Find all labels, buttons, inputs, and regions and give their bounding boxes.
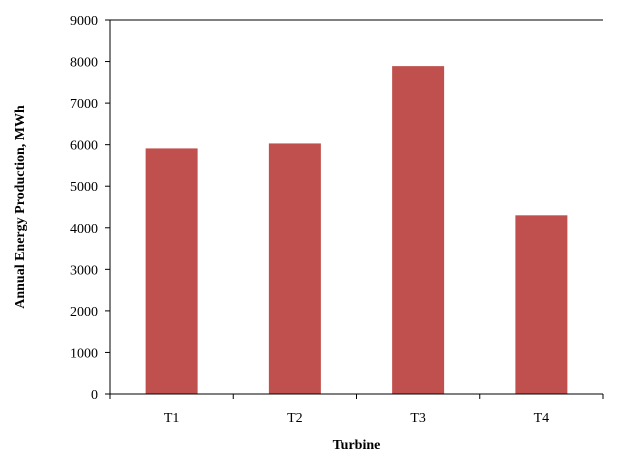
y-tick-label: 7000 [70, 97, 98, 112]
x-axis-ticks: T1 T2 T3 T4 [109, 394, 604, 426]
y-tick-label: 9000 [70, 14, 98, 29]
bar-t1 [145, 148, 198, 394]
bar-t3 [392, 66, 445, 395]
y-tick-label: 3000 [70, 263, 98, 278]
y-axis-ticks: 0 1000 2000 3000 4000 5000 6000 7000 8000 9000 [70, 14, 110, 403]
bar-t4 [515, 215, 568, 394]
x-tick-label: T3 [410, 411, 426, 426]
y-tick-label: 6000 [70, 139, 98, 154]
bar-t2 [268, 143, 321, 394]
y-tick-label: 8000 [70, 56, 98, 71]
y-tick-label: 1000 [70, 346, 98, 361]
y-tick-label: 0 [91, 388, 98, 403]
x-axis-title: Turbine [333, 438, 381, 453]
y-tick-label: 5000 [70, 180, 98, 195]
x-tick-label: T4 [534, 411, 550, 426]
x-tick-label: T2 [287, 411, 303, 426]
y-axis-title: Annual Energy Production, MWh [13, 105, 28, 309]
y-tick-label: 4000 [70, 222, 98, 237]
bars [145, 66, 568, 395]
x-tick-label: T1 [164, 411, 180, 426]
y-tick-label: 2000 [70, 305, 98, 320]
